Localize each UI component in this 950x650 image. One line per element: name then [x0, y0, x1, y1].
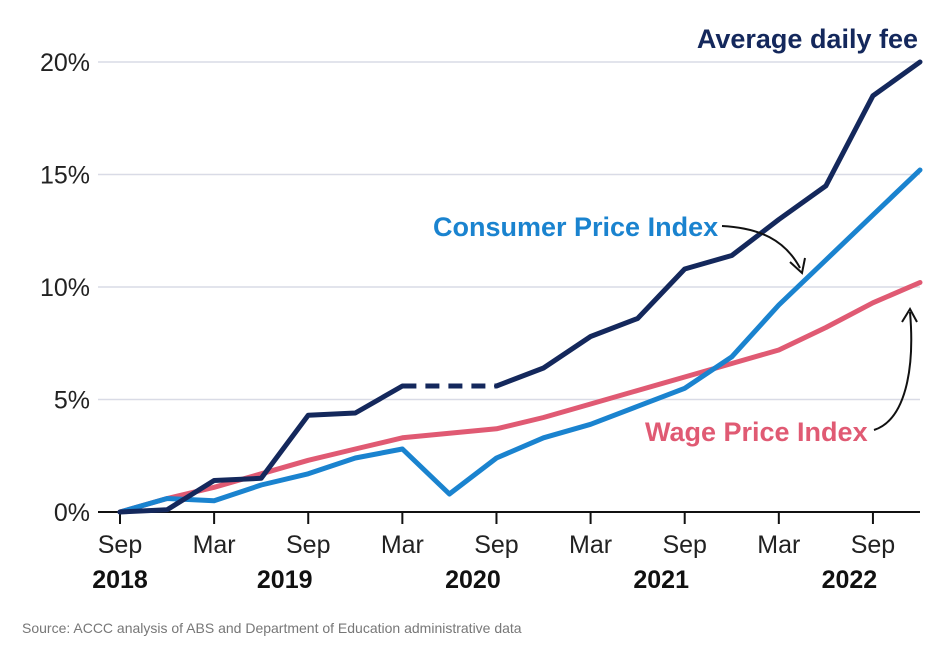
annotation-arrowhead-cpi — [789, 257, 806, 275]
series-label-consumer-price-index: Consumer Price Index — [433, 212, 718, 242]
x-year-label: 2022 — [822, 566, 878, 594]
y-tick-label: 10% — [40, 274, 90, 302]
x-axis-ticks: Sep Mar Sep Mar Sep Mar Sep Mar Sep 2018 2019 2020 2… — [92, 512, 895, 594]
y-tick-label: 5% — [54, 387, 90, 415]
series-line-wage-price-index — [117, 280, 923, 515]
annotation-arrow-cpi — [721, 225, 801, 269]
y-tick-label: 15% — [40, 162, 90, 190]
y-axis-ticks: 0% 5% 10% 15% 20% — [40, 49, 90, 527]
series-line-average-daily-fee — [494, 59, 923, 389]
x-tick-label: Sep — [98, 531, 142, 559]
y-tick-label: 0% — [54, 499, 90, 527]
x-tick-label: Sep — [662, 531, 706, 559]
x-tick-label: Sep — [286, 531, 330, 559]
series-label-average-daily-fee: Average daily fee — [697, 24, 918, 54]
x-tick-label: Mar — [193, 531, 236, 559]
series-line-consumer-price-index — [117, 167, 923, 515]
x-tick-label: Mar — [757, 531, 800, 559]
x-tick-label: Mar — [569, 531, 612, 559]
source-note: Source: ACCC analysis of ABS and Departm… — [22, 620, 522, 636]
x-year-label: 2019 — [257, 566, 313, 594]
x-year-label: 2018 — [92, 566, 148, 594]
x-year-label: 2021 — [633, 566, 689, 594]
x-year-label: 2020 — [445, 566, 501, 594]
y-tick-label: 20% — [40, 49, 90, 77]
series-line-average-daily-fee — [117, 383, 405, 515]
series-label-wage-price-index: Wage Price Index — [645, 417, 868, 447]
annotation-arrowhead-wpi — [901, 306, 918, 323]
annotation-arrow-wpi — [873, 311, 913, 431]
series-lines — [117, 59, 923, 515]
gridlines — [98, 61, 920, 513]
x-tick-label: Mar — [381, 531, 424, 559]
x-tick-label: Sep — [474, 531, 518, 559]
x-tick-label: Sep — [851, 531, 895, 559]
